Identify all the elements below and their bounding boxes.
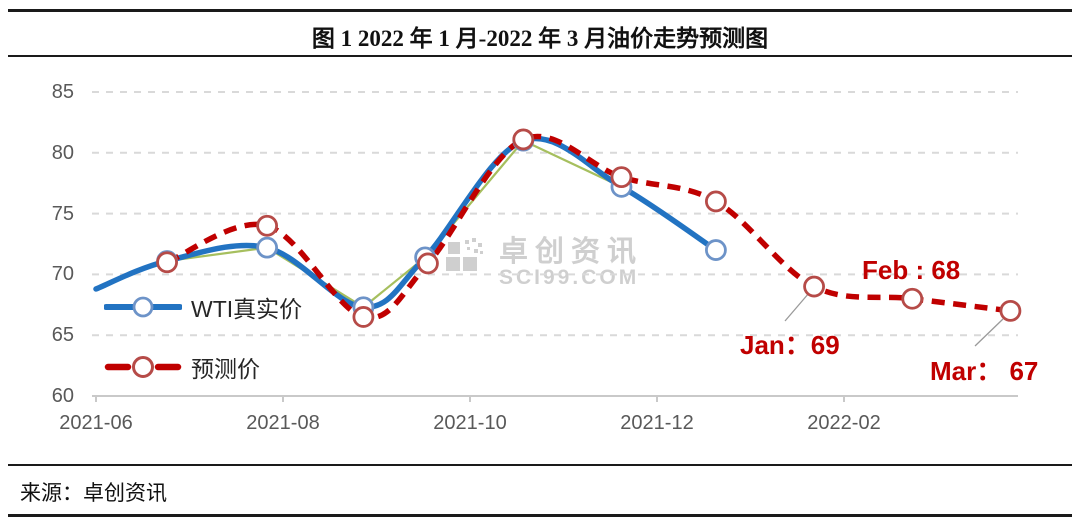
y-axis-tick-label: 65 — [51, 324, 74, 347]
legend-forecast-line-icon — [104, 356, 182, 378]
source-divider-line — [8, 464, 1072, 466]
forecast-data-marker — [512, 128, 535, 151]
x-axis-tick-label: 2022-02 — [807, 412, 881, 434]
x-axis-tick-label: 2021-10 — [433, 412, 507, 434]
top-border-line — [8, 9, 1072, 12]
x-axis-tick-label: 2021-06 — [59, 412, 133, 434]
forecast-data-marker — [901, 287, 924, 310]
forecast-data-marker — [999, 299, 1022, 322]
forecast-line-series — [165, 133, 1011, 321]
bottom-border-line — [8, 514, 1072, 517]
y-axis-tick-label: 60 — [51, 385, 74, 407]
forecast-data-marker — [610, 166, 633, 189]
actual-data-marker — [705, 239, 727, 261]
actual-data-marker — [256, 236, 279, 259]
x-axis-tick-label: 2021-12 — [620, 412, 694, 434]
legend-actual-label: WTI真实价 — [191, 296, 303, 322]
annotation-feb: Feb : 68 — [862, 255, 961, 285]
y-axis-tick-label: 80 — [51, 141, 74, 164]
leader-line-jan — [784, 292, 810, 322]
y-axis-tick-label: 85 — [51, 81, 74, 103]
y-axis-tick-label: 75 — [51, 202, 74, 225]
legend-forecast-label: 预测价 — [191, 356, 260, 382]
forecast-data-marker — [156, 251, 178, 274]
forecast-data-marker — [256, 214, 279, 237]
leader-line-mar — [974, 318, 1004, 347]
title-divider-line — [8, 55, 1072, 57]
actual-line-series — [93, 135, 719, 310]
forecast-data-marker — [705, 190, 727, 213]
legend-item-forecast: 预测价 — [104, 350, 260, 384]
y-axis-tick-label: 70 — [51, 263, 74, 286]
x-axis-tick-label: 2021-08 — [246, 412, 320, 434]
forecast-data-marker — [352, 306, 375, 328]
annotation-mar: Mar： 67 — [930, 356, 1039, 386]
source-text: 来源：卓创资讯 — [20, 481, 167, 505]
legend-item-actual: WTI真实价 — [104, 290, 302, 324]
forecast-data-marker — [417, 252, 439, 275]
forecast-data-marker — [803, 275, 825, 298]
figure-title: 图 1 2022 年 1 月-2022 年 3 月油价走势预测图 — [311, 26, 769, 51]
annotation-jan: Jan：69 — [740, 330, 840, 360]
legend-actual-line-icon — [104, 296, 182, 318]
